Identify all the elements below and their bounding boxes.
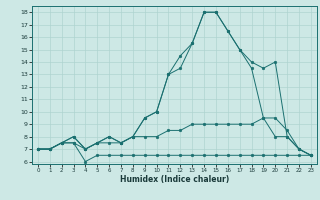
X-axis label: Humidex (Indice chaleur): Humidex (Indice chaleur) [120,175,229,184]
